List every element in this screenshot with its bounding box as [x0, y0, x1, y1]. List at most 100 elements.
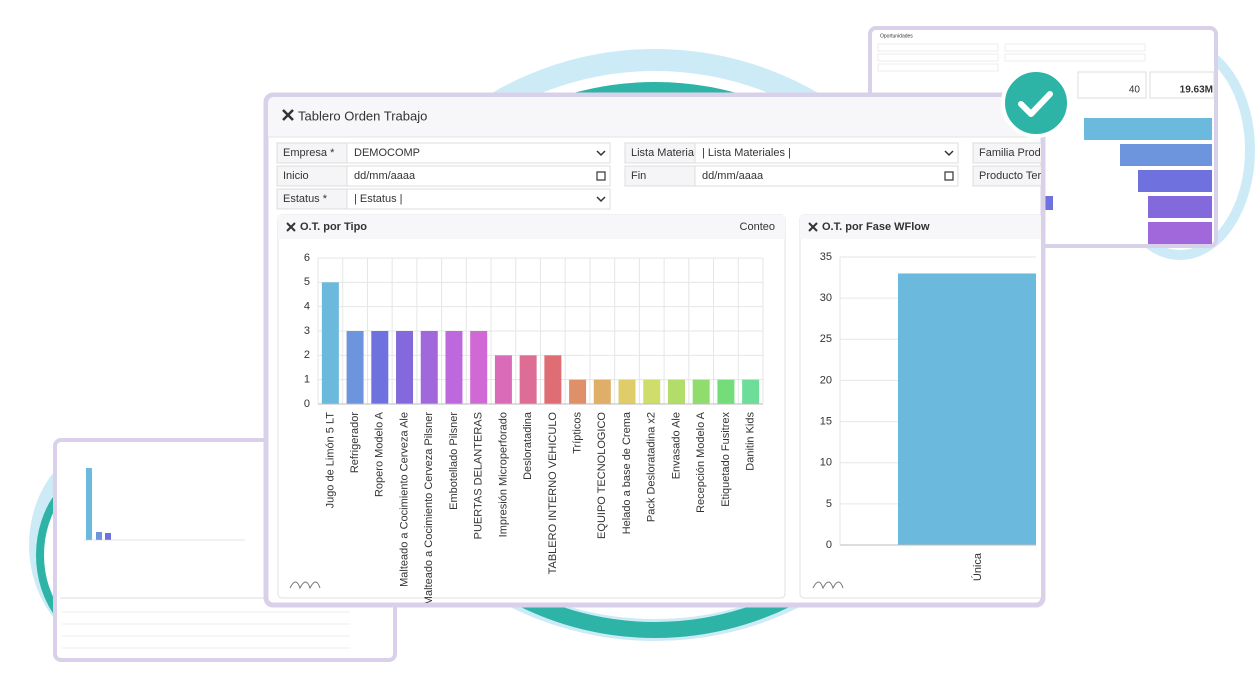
chart-panel — [277, 214, 786, 599]
x-tick-label: Desloratadina — [522, 411, 534, 480]
mini-bar — [1043, 196, 1053, 210]
logo — [812, 581, 844, 590]
field-value: dd/mm/aaaa — [354, 170, 416, 182]
y-tick-label: 15 — [820, 415, 832, 427]
x-tick-label: Jugo de Limón 5 LT — [324, 412, 336, 509]
x-tick-label: Refrigerador — [349, 412, 361, 473]
field-label: Estatus * — [283, 193, 328, 205]
y-tick-label: 10 — [820, 457, 832, 469]
y-tick-label: 35 — [820, 251, 832, 263]
y-tick-label: 6 — [304, 252, 310, 264]
panel-header — [268, 97, 1041, 137]
x-tick-label: Pack Desloratadina x2 — [646, 412, 658, 522]
field-label: Producto Term. — [979, 170, 1053, 182]
funnel-step — [1138, 170, 1212, 192]
chart-header-right: Conteo — [740, 221, 775, 233]
field-value: | Estatus | — [354, 193, 403, 205]
bar — [346, 331, 364, 404]
y-tick-label: 5 — [826, 498, 832, 510]
bar — [494, 355, 512, 404]
kpi-value: 19.63M — [1180, 85, 1213, 96]
y-tick-label: 4 — [304, 301, 310, 313]
field-input[interactable] — [346, 165, 611, 187]
card-title: Oportunidades — [880, 33, 913, 39]
kpi-box — [1077, 71, 1147, 99]
x-tick-label: Trípticos — [571, 412, 583, 454]
field — [877, 53, 999, 62]
y-tick-label: 1 — [304, 374, 310, 386]
x-tick-label: Ropero Modelo A — [374, 411, 386, 497]
check-icon — [1018, 91, 1053, 117]
x-tick-label: Impresión Microperforado — [497, 412, 509, 537]
x-tick-label: Recepción Modelo A — [695, 411, 707, 513]
field-label: Fin — [631, 170, 646, 182]
bar — [544, 355, 562, 404]
bar — [717, 379, 735, 404]
bar — [618, 379, 636, 404]
bar — [396, 331, 414, 404]
x-tick-label: Envasado Ale — [670, 412, 682, 479]
field-input[interactable] — [694, 142, 959, 164]
mini-bar — [105, 533, 111, 540]
calendar-icon — [596, 171, 606, 181]
field-value: | Lista Materiales | — [702, 147, 791, 159]
x-tick-label: Malteado a Cocimiento Cerveza Ale — [398, 412, 410, 587]
bar — [593, 379, 611, 404]
bar — [371, 331, 389, 404]
y-tick-label: 3 — [304, 325, 310, 337]
field — [1004, 53, 1146, 62]
field — [877, 43, 999, 52]
chevron — [596, 150, 606, 157]
x-tick-label: Malteado a Cocimiento Cerveza Pilsner — [423, 412, 435, 606]
chart-title: O.T. por Tipo — [300, 221, 367, 233]
field-label: Familia Producto. — [979, 147, 1065, 159]
bar — [742, 379, 760, 404]
field — [877, 63, 999, 72]
funnel-step — [1148, 196, 1212, 218]
field-label-box — [972, 142, 1041, 164]
x-tick-label: Helado a base de Crema — [621, 411, 633, 534]
mini-bar — [96, 532, 102, 540]
icon — [286, 222, 296, 232]
x-tick-label: Embotellado Pilsner — [448, 412, 460, 510]
mini-bar — [86, 468, 92, 540]
check-badge — [1001, 68, 1071, 138]
y-tick-label: 5 — [304, 276, 310, 288]
kpi-box — [1149, 71, 1215, 99]
bar — [898, 273, 1036, 545]
funnel-step — [1084, 118, 1212, 140]
field-value: DEMOCOMP — [354, 147, 420, 159]
y-tick-label: 0 — [304, 398, 310, 410]
bar — [420, 331, 438, 404]
y-tick-label: 30 — [820, 292, 832, 304]
field-input[interactable] — [346, 188, 611, 210]
panel-title: Tablero Orden Trabajo — [298, 108, 427, 123]
field — [1004, 43, 1146, 52]
y-tick-label: 25 — [820, 333, 832, 345]
bar — [321, 282, 339, 404]
x-tick-label: TABLERO INTERNO VEHICULO — [547, 412, 559, 575]
funnel-step — [1148, 222, 1212, 244]
icon — [808, 222, 818, 232]
kpi-value: 40 — [1129, 85, 1141, 96]
x-tick-label: Danitin Kids — [745, 412, 757, 471]
bar — [643, 379, 661, 404]
y-tick-label: 2 — [304, 349, 310, 361]
field-input[interactable] — [346, 142, 611, 164]
bar — [445, 331, 463, 404]
bar — [692, 379, 710, 404]
x-tick-label: Única — [971, 552, 984, 581]
logo — [289, 581, 321, 590]
y-tick-label: 20 — [820, 374, 832, 386]
chart-header — [800, 215, 1041, 239]
field-label: Empresa * — [283, 147, 335, 159]
bar — [667, 379, 685, 404]
icon — [282, 109, 294, 121]
chevron — [944, 150, 954, 157]
x-tick-label: PUERTAS DELANTERAS — [473, 412, 485, 539]
field-label-box — [972, 165, 1041, 187]
field-input[interactable] — [694, 165, 959, 187]
chart-header — [278, 215, 785, 239]
calendar-icon — [944, 171, 954, 181]
